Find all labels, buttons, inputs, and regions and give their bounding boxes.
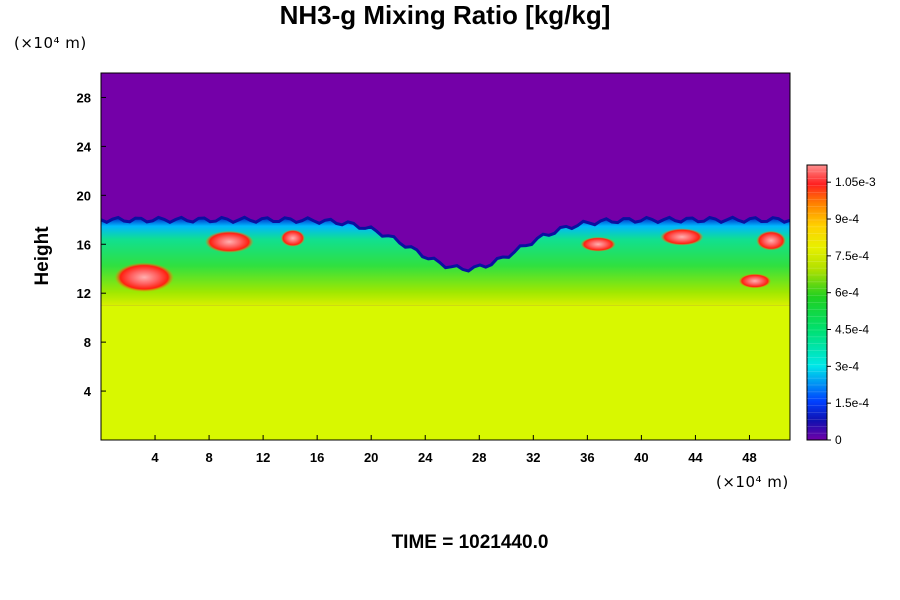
lower-layer: [101, 305, 790, 440]
x-tick-label: 8: [205, 450, 212, 465]
x-tick-label: 32: [526, 450, 540, 465]
time-label: TIME = 1021440.0: [391, 532, 549, 553]
colorbar-tick-label: 7.5e-4: [835, 249, 869, 263]
y-tick-label: 28: [77, 90, 91, 105]
colorbar-tick-label: 3e-4: [835, 359, 859, 373]
x-axis-unit: (×10⁴ m): [716, 473, 789, 491]
colorbar-tick-label: 0: [835, 433, 842, 447]
cloud-layer: [101, 217, 790, 306]
chart-title: NH3-g Mixing Ratio [kg/kg]: [279, 0, 611, 30]
high-value-cell: [660, 228, 704, 246]
y-tick-label: 16: [77, 237, 91, 252]
y-tick-label: 20: [77, 188, 91, 203]
colorbar-tick-label: 6e-4: [835, 286, 859, 300]
colorbar-tick-label: 1.05e-3: [835, 175, 876, 189]
colorbar-scale: [806, 164, 828, 441]
x-tick-label: 12: [256, 450, 270, 465]
colorbar-tick-label: 4.5e-4: [835, 323, 869, 337]
x-tick-label: 40: [634, 450, 648, 465]
y-tick-label: 4: [84, 384, 92, 399]
x-tick-label: 24: [418, 450, 433, 465]
x-tick-label: 20: [364, 450, 378, 465]
x-tick-label: 48: [742, 450, 756, 465]
high-value-cell: [756, 230, 786, 251]
high-value-cell: [114, 262, 174, 292]
high-value-cell: [738, 273, 772, 289]
x-tick-label: 36: [580, 450, 594, 465]
y-tick-label: 8: [84, 335, 91, 350]
high-value-cell: [580, 236, 616, 252]
y-tick-label: 24: [77, 139, 92, 154]
cloud-top-fringe: [100, 215, 791, 273]
x-tick-label: 28: [472, 450, 486, 465]
colorbar-tick-label: 1.5e-4: [835, 396, 869, 410]
plot-area: [100, 73, 791, 440]
x-tick-label: 16: [310, 450, 324, 465]
high-value-cell: [280, 229, 305, 247]
x-tick-label: 4: [151, 450, 159, 465]
colorbar: 1.05e-3 9e-4 7.5e-4 6e-4 4.5e-4 3e-4 1.5e-4 0: [806, 164, 876, 447]
colorbar-tick-label: 9e-4: [835, 212, 859, 226]
plot-frame: [100, 72, 791, 441]
high-value-cell: [205, 230, 254, 253]
y-tick-label: 12: [77, 286, 91, 301]
x-tick-label: 44: [688, 450, 703, 465]
y-axis-unit: (×10⁴ m): [14, 34, 87, 52]
